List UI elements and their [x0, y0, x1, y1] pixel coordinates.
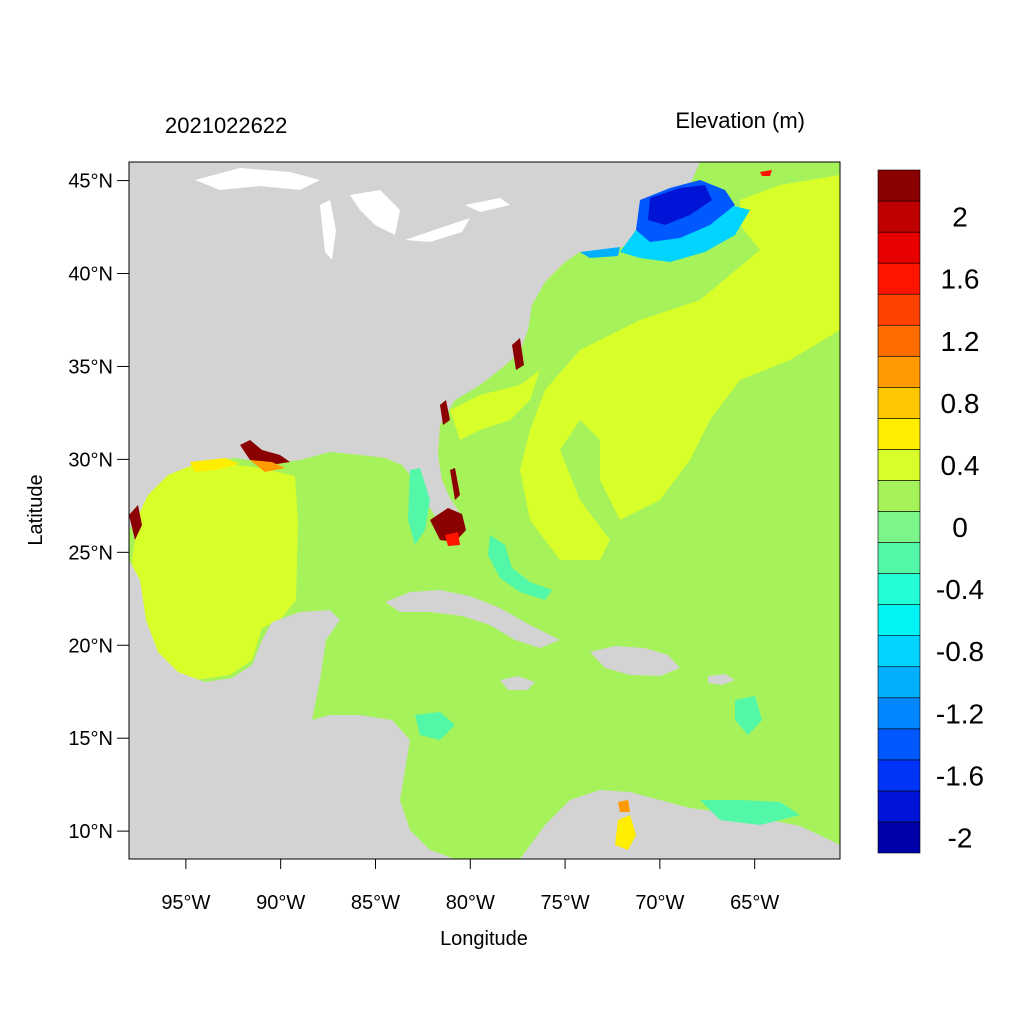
x-tick-label-6: 65°W	[730, 892, 779, 914]
colorbar-swatch-15	[877, 355, 921, 388]
colorbar: -2 -1.6 -1.2 -0.8 -0.4 0 0.4 0.8 1.2 1.6 2	[877, 169, 984, 854]
x-axis-ticks: 95°W 90°W 85°W 80°W 75°W 70°W 65°W	[161, 859, 779, 914]
north-america-land	[129, 162, 700, 530]
lake-superior	[195, 168, 320, 190]
colorbar-swatch-21	[877, 169, 921, 202]
colorbar-swatch-4	[877, 697, 921, 730]
colorbar-label-16: 1.2	[941, 326, 980, 357]
map-panel	[129, 162, 840, 859]
nicaragua-bank	[415, 712, 455, 740]
maracaibo-gulf	[618, 800, 630, 812]
x-tick-label-3: 80°W	[446, 892, 495, 914]
colorbar-swatch-7	[877, 604, 921, 636]
lake-maracaibo	[615, 815, 636, 850]
colorbar-label-14: 0.8	[941, 388, 980, 419]
long-island-sound-blue	[580, 247, 620, 258]
x-tick-label-1: 90°W	[256, 892, 305, 914]
colorbar-label-2: -1.6	[936, 760, 984, 791]
colorbar-swatch-8	[877, 573, 921, 605]
x-axis-label: Longitude	[440, 928, 528, 950]
y-tick-label-4: 30°N	[68, 449, 113, 471]
y-axis-ticks: 10°N 15°N 20°N 25°N 30°N 35°N 40°N 45°N	[68, 171, 129, 843]
y-tick-label-0: 10°N	[68, 821, 113, 843]
southeast-coast-high-zone	[450, 370, 540, 440]
colorbar-swatch-18	[877, 262, 921, 295]
y-axis-label: Latitude	[25, 474, 47, 545]
colorbar-swatch-3	[877, 728, 921, 761]
x-tick-label-4: 75°W	[541, 892, 590, 914]
variable-title: Elevation (m)	[675, 108, 805, 133]
florida-bay-bank	[408, 468, 430, 545]
jamaica-land	[500, 676, 535, 690]
colorbar-label-6: -0.8	[936, 636, 984, 667]
colorbar-swatch-12	[877, 449, 921, 481]
lake-ontario	[465, 198, 510, 212]
colorbar-label-10: 0	[952, 512, 968, 543]
mississippi-coast-yellow	[190, 458, 240, 472]
colorbar-swatch-14	[877, 387, 921, 419]
atlantic-high-elevation-zone	[520, 200, 840, 560]
lake-huron	[350, 190, 400, 235]
venezuela-coast-patch	[700, 800, 800, 825]
colorbar-label-4: -1.2	[936, 698, 984, 729]
colorbar-swatch-16	[877, 324, 921, 357]
atlantic-north-high-zone	[740, 175, 840, 260]
y-tick-label-6: 40°N	[68, 264, 113, 286]
colorbar-swatch-20	[877, 200, 921, 233]
x-tick-label-0: 95°W	[161, 892, 210, 914]
mexico-land	[129, 560, 455, 859]
y-tick-label-3: 25°N	[68, 542, 113, 564]
map-frame	[128, 161, 841, 860]
georgia-coast-surge	[440, 400, 450, 425]
gulf-of-maine-dark-blue	[648, 185, 712, 225]
hispaniola-land	[590, 646, 680, 676]
timestamp-title: 2021022622	[165, 113, 287, 138]
south-america-land	[520, 790, 840, 859]
colorbar-swatch-17	[877, 293, 921, 326]
lake-michigan	[320, 200, 336, 260]
colorbar-label-8: -0.4	[936, 574, 984, 605]
colorbar-swatch-2	[877, 759, 921, 792]
lake-erie	[405, 218, 470, 242]
gulf-west-high-zone	[132, 462, 298, 680]
colorbar-label-18: 1.6	[941, 264, 980, 295]
x-tick-label-5: 70°W	[635, 892, 684, 914]
colorbar-swatch-13	[877, 418, 921, 450]
colorbar-label-20: 2	[952, 202, 968, 233]
colorbar-swatch-11	[877, 480, 921, 512]
y-tick-label-7: 45°N	[68, 171, 113, 193]
colorbar-swatch-10	[877, 511, 921, 543]
colorbar-swatch-0	[877, 821, 921, 854]
colorbar-swatch-1	[877, 790, 921, 823]
colorbar-label-12: 0.4	[941, 450, 980, 481]
louisiana-coast-surge	[240, 440, 290, 465]
louisiana-coast-orange	[250, 460, 285, 472]
colorbar-swatch-19	[877, 231, 921, 264]
x-tick-label-2: 85°W	[351, 892, 400, 914]
nova-scotia-surge	[760, 170, 772, 176]
florida-keys-surge	[445, 532, 460, 546]
florida-east-coast-surge	[450, 468, 460, 500]
bahamas-bank	[488, 535, 552, 600]
y-tick-label-5: 35°N	[68, 356, 113, 378]
colorbar-swatch-5	[877, 666, 921, 699]
carolina-coast-surge	[512, 338, 524, 370]
colorbar-swatch-6	[877, 635, 921, 668]
texas-coast-surge	[129, 505, 142, 540]
colorbar-swatch-9	[877, 542, 921, 574]
colorbar-label-0: -2	[948, 822, 973, 853]
y-tick-label-2: 20°N	[68, 635, 113, 657]
y-tick-label-1: 15°N	[68, 728, 113, 750]
cuba-land	[385, 590, 560, 648]
caribbean-east-patch	[735, 696, 762, 735]
puerto-rico-land	[708, 674, 735, 685]
